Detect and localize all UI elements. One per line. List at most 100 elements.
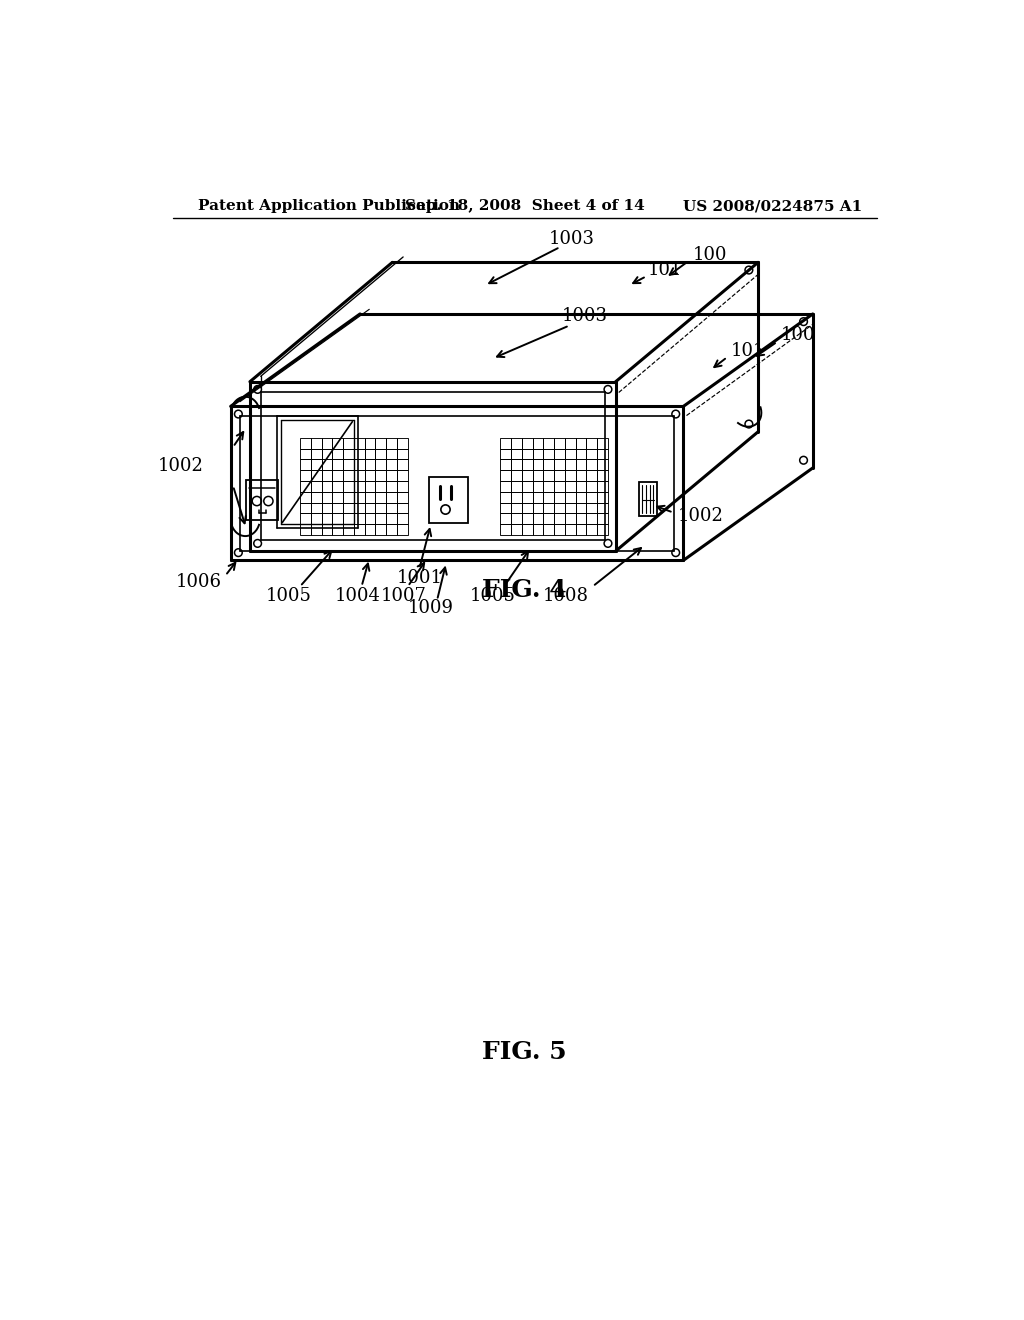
- Bar: [511, 470, 521, 480]
- Bar: [597, 524, 608, 535]
- Bar: [397, 503, 408, 513]
- Bar: [246, 480, 279, 520]
- Bar: [386, 513, 397, 524]
- Text: 1005: 1005: [265, 587, 311, 605]
- Bar: [521, 449, 532, 459]
- Bar: [376, 513, 386, 524]
- Bar: [575, 524, 587, 535]
- Bar: [322, 438, 333, 449]
- Bar: [500, 470, 511, 480]
- Text: 1004: 1004: [335, 587, 381, 605]
- Bar: [521, 513, 532, 524]
- Bar: [376, 480, 386, 492]
- Bar: [343, 524, 354, 535]
- Bar: [554, 459, 565, 470]
- Bar: [376, 449, 386, 459]
- Bar: [333, 438, 343, 449]
- Bar: [554, 470, 565, 480]
- Text: 101: 101: [731, 342, 766, 360]
- Bar: [575, 470, 587, 480]
- Bar: [343, 438, 354, 449]
- Bar: [511, 492, 521, 503]
- Bar: [544, 459, 554, 470]
- Bar: [554, 524, 565, 535]
- Text: 1003: 1003: [562, 308, 608, 325]
- Bar: [575, 492, 587, 503]
- Bar: [397, 480, 408, 492]
- Text: Sep. 18, 2008  Sheet 4 of 14: Sep. 18, 2008 Sheet 4 of 14: [404, 199, 645, 213]
- Bar: [343, 470, 354, 480]
- Bar: [575, 438, 587, 449]
- Bar: [322, 480, 333, 492]
- Bar: [333, 524, 343, 535]
- Bar: [544, 480, 554, 492]
- Bar: [386, 524, 397, 535]
- Bar: [343, 459, 354, 470]
- Bar: [521, 470, 532, 480]
- Bar: [365, 438, 376, 449]
- Bar: [343, 513, 354, 524]
- Text: 101: 101: [648, 261, 683, 279]
- Text: 100: 100: [781, 326, 816, 345]
- Bar: [376, 459, 386, 470]
- Bar: [354, 449, 365, 459]
- Bar: [365, 449, 376, 459]
- Bar: [544, 503, 554, 513]
- Bar: [333, 480, 343, 492]
- Bar: [376, 438, 386, 449]
- Bar: [354, 438, 365, 449]
- Bar: [544, 492, 554, 503]
- Text: 1009: 1009: [408, 599, 454, 616]
- Bar: [386, 449, 397, 459]
- Bar: [565, 470, 575, 480]
- Bar: [397, 470, 408, 480]
- Bar: [310, 470, 322, 480]
- Bar: [639, 482, 657, 516]
- Bar: [554, 480, 565, 492]
- Bar: [597, 438, 608, 449]
- Bar: [354, 524, 365, 535]
- Bar: [376, 492, 386, 503]
- Bar: [587, 503, 597, 513]
- Bar: [397, 492, 408, 503]
- Bar: [354, 470, 365, 480]
- Bar: [354, 503, 365, 513]
- Bar: [511, 513, 521, 524]
- Bar: [365, 459, 376, 470]
- Bar: [511, 524, 521, 535]
- Bar: [575, 480, 587, 492]
- Bar: [587, 438, 597, 449]
- Text: FIG. 5: FIG. 5: [482, 1040, 567, 1064]
- Bar: [511, 459, 521, 470]
- Bar: [532, 449, 544, 459]
- Bar: [310, 503, 322, 513]
- Bar: [300, 480, 310, 492]
- Bar: [565, 438, 575, 449]
- Bar: [597, 513, 608, 524]
- Bar: [500, 503, 511, 513]
- Bar: [310, 513, 322, 524]
- Bar: [565, 524, 575, 535]
- Bar: [532, 470, 544, 480]
- Bar: [386, 503, 397, 513]
- Bar: [532, 524, 544, 535]
- Bar: [587, 513, 597, 524]
- Bar: [575, 449, 587, 459]
- Bar: [386, 470, 397, 480]
- Bar: [300, 459, 310, 470]
- Bar: [500, 513, 511, 524]
- Bar: [310, 480, 322, 492]
- Bar: [521, 524, 532, 535]
- Bar: [565, 492, 575, 503]
- Bar: [565, 459, 575, 470]
- Bar: [532, 503, 544, 513]
- Bar: [554, 492, 565, 503]
- Bar: [322, 503, 333, 513]
- Bar: [300, 438, 310, 449]
- Bar: [322, 513, 333, 524]
- Bar: [333, 470, 343, 480]
- Text: 100: 100: [692, 246, 727, 264]
- Text: Patent Application Publication: Patent Application Publication: [199, 199, 461, 213]
- Bar: [500, 524, 511, 535]
- Bar: [587, 524, 597, 535]
